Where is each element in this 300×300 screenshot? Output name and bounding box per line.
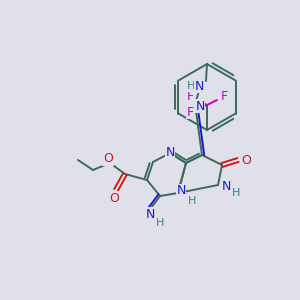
Text: F: F [186, 106, 194, 118]
Text: N: N [221, 181, 231, 194]
Text: H: H [187, 81, 195, 91]
Text: N: N [145, 208, 155, 220]
Text: F: F [186, 89, 194, 103]
Text: O: O [241, 154, 251, 166]
Text: N: N [195, 100, 205, 112]
Text: F: F [220, 89, 228, 103]
Text: N: N [165, 146, 175, 160]
Text: O: O [103, 152, 113, 166]
Text: N: N [176, 184, 186, 197]
Text: H: H [232, 188, 240, 198]
Text: N: N [194, 80, 204, 92]
Text: O: O [109, 191, 119, 205]
Text: H: H [188, 196, 196, 206]
Text: H: H [156, 218, 164, 228]
